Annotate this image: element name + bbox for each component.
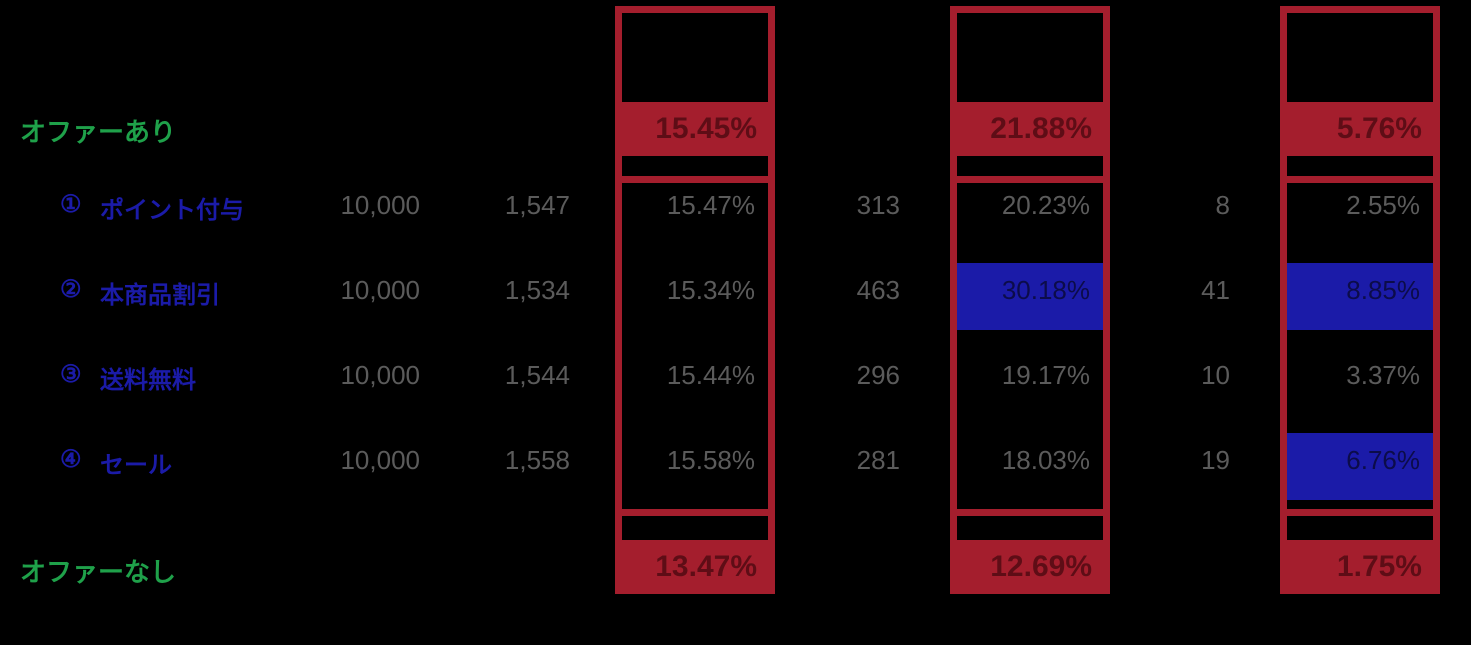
summary-yes-p1: 15.45% (625, 112, 757, 146)
row-c3-2: 41 (1120, 275, 1230, 306)
row-c2-3: 296 (790, 360, 900, 391)
row-marker-1: ① (60, 190, 82, 219)
row-c1-1: 1,547 (460, 190, 570, 221)
row-p1-3: 15.44% (625, 360, 755, 391)
row-label-2: 本商品割引 (100, 275, 220, 310)
summary-yes-p2: 21.88% (960, 112, 1092, 146)
row-c1-2: 1,534 (460, 275, 570, 306)
row-p2-3: 19.17% (960, 360, 1090, 391)
row-p2-1: 20.23% (960, 190, 1090, 221)
row-p1-4: 15.58% (625, 445, 755, 476)
row-label-3: 送料無料 (100, 360, 196, 395)
row-c2-1: 313 (790, 190, 900, 221)
row-p1-2: 15.34% (625, 275, 755, 306)
row-label-1: ポイント付与 (100, 190, 244, 225)
row-n-4: 10,000 (310, 445, 420, 476)
row-n-3: 10,000 (310, 360, 420, 391)
summary-no-p1: 13.47% (625, 550, 757, 584)
summary-no-p2: 12.69% (960, 550, 1092, 584)
row-p1-1: 15.47% (625, 190, 755, 221)
row-p2-2: 30.18% (960, 275, 1090, 306)
row-marker-4: ④ (60, 445, 82, 474)
row-n-2: 10,000 (310, 275, 420, 306)
row-p3-1: 2.55% (1290, 190, 1420, 221)
section-label-offer-no: オファーなし (20, 552, 176, 589)
row-c1-3: 1,544 (460, 360, 570, 391)
summary-no-p3: 1.75% (1290, 550, 1422, 584)
row-p2-4: 18.03% (960, 445, 1090, 476)
row-p3-2: 8.85% (1290, 275, 1420, 306)
row-marker-2: ② (60, 275, 82, 304)
row-p3-4: 6.76% (1290, 445, 1420, 476)
row-c3-3: 10 (1120, 360, 1230, 391)
summary-yes-p3: 5.76% (1290, 112, 1422, 146)
row-c1-4: 1,558 (460, 445, 570, 476)
row-n-1: 10,000 (310, 190, 420, 221)
section-label-offer-yes: オファーあり (20, 112, 176, 149)
row-c3-1: 8 (1120, 190, 1230, 221)
row-p3-3: 3.37% (1290, 360, 1420, 391)
row-c3-4: 19 (1120, 445, 1230, 476)
row-label-4: セール (100, 445, 172, 480)
row-marker-3: ③ (60, 360, 82, 389)
row-c2-2: 463 (790, 275, 900, 306)
row-c2-4: 281 (790, 445, 900, 476)
